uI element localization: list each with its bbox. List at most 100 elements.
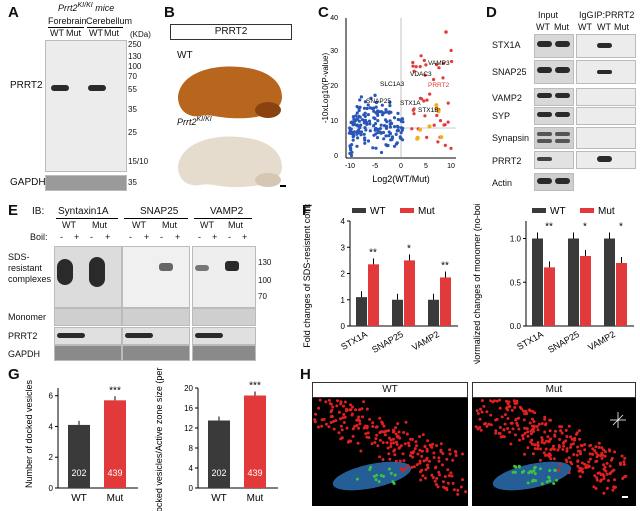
y-tick-label: 8: [189, 444, 194, 453]
volcano-point: [428, 92, 432, 96]
vesicle: [446, 468, 450, 472]
vesicle: [569, 435, 573, 439]
vesicle: [543, 430, 547, 434]
volcano-point: [396, 117, 400, 122]
volcano-point: [441, 76, 445, 80]
volcano-point: [436, 140, 440, 144]
active-zone: [332, 461, 412, 491]
lane-label: WT: [89, 28, 103, 38]
band: [88, 85, 106, 91]
volcano-point: [418, 65, 422, 69]
vesicle: [427, 459, 431, 463]
vesicle: [494, 431, 498, 435]
volcano-point: [424, 63, 428, 67]
vesicle: [464, 490, 468, 494]
boil-sign: +: [144, 232, 150, 242]
vesicle: [540, 436, 544, 440]
vesicle: [533, 447, 537, 451]
vesicle: [424, 468, 428, 472]
volcano-point: [435, 113, 439, 118]
vesicle: [546, 435, 550, 439]
bar-mut: [104, 400, 126, 488]
volcano-point: [392, 116, 397, 120]
volcano-point: [359, 95, 363, 99]
vesicle: [435, 483, 438, 486]
vesicle: [360, 407, 364, 411]
vesicle: [480, 399, 484, 403]
vesicle: [517, 427, 521, 431]
vesicle: [332, 427, 336, 431]
volcano-point: [373, 128, 377, 132]
vesicle: [329, 415, 333, 419]
y-tick-label: 6: [49, 392, 54, 401]
volcano-point: [388, 119, 392, 123]
vesicle: [411, 451, 415, 455]
boil-label: Boil:: [30, 232, 48, 242]
vesicle: [413, 447, 417, 451]
vesicle: [402, 459, 406, 463]
vesicle: [356, 418, 360, 421]
vesicle: [489, 423, 493, 427]
vesicle: [331, 405, 335, 409]
vesicle: [489, 399, 493, 403]
volcano-point: [348, 144, 352, 148]
blot-e-monomer: [122, 308, 190, 326]
vesicle: [374, 437, 378, 441]
vesicle: [495, 399, 499, 403]
row-label: Actin: [492, 178, 513, 188]
volcano-point: [411, 108, 415, 112]
vesicle: [557, 468, 561, 472]
docked-vesicle: [513, 470, 517, 474]
vesicle: [378, 455, 382, 459]
blot-input-stx1a: [534, 34, 574, 58]
volcano-point: [422, 99, 426, 103]
docked-vesicle: [387, 467, 391, 471]
vesicle: [337, 431, 341, 435]
vesicle: [426, 466, 430, 470]
vesicle: [552, 444, 555, 448]
vesicle: [569, 445, 573, 449]
volcano-point: [366, 103, 370, 107]
category-label: STX1A: [515, 329, 545, 352]
vesicle: [526, 430, 530, 434]
volcano-point: [362, 121, 366, 125]
active-zone: [492, 461, 572, 491]
brain-sections: [178, 66, 286, 188]
genotype: Mut: [162, 220, 178, 230]
volcano-point: [365, 106, 369, 111]
blot-ip-snap25: [576, 60, 636, 84]
volcano-point: [375, 136, 380, 140]
vesicle: [531, 409, 534, 413]
vesicle: [511, 427, 515, 431]
bar-wt: [356, 297, 367, 326]
volcano-point: [351, 123, 355, 127]
vesicle: [535, 425, 539, 429]
volcano-point: [438, 119, 443, 123]
vesicle: [595, 476, 599, 480]
volcano-point: [436, 109, 441, 114]
y-tick-label: 16: [184, 404, 193, 413]
volcano-point: [443, 143, 447, 147]
vesicle: [565, 460, 569, 464]
docked-vesicle: [547, 476, 551, 480]
vesicle: [425, 449, 429, 453]
vesicle: [391, 437, 395, 441]
vesicle: [567, 456, 571, 460]
vesicle: [591, 452, 595, 456]
vesicle: [441, 452, 445, 455]
vesicle: [530, 432, 533, 436]
vesicle: [339, 424, 343, 428]
volcano-point: [392, 144, 397, 148]
vesicle: [332, 420, 335, 423]
vesicle: [545, 439, 548, 443]
vesicle: [399, 444, 403, 448]
vesicle: [530, 428, 534, 432]
vesicle: [536, 444, 540, 448]
volcano-point: [358, 105, 362, 109]
vesicle: [588, 452, 592, 456]
volcano-point: [382, 137, 386, 141]
vesicle: [418, 470, 422, 474]
significance-mark: ***: [249, 381, 261, 392]
vesicle: [362, 400, 366, 404]
vesicle: [540, 422, 544, 426]
